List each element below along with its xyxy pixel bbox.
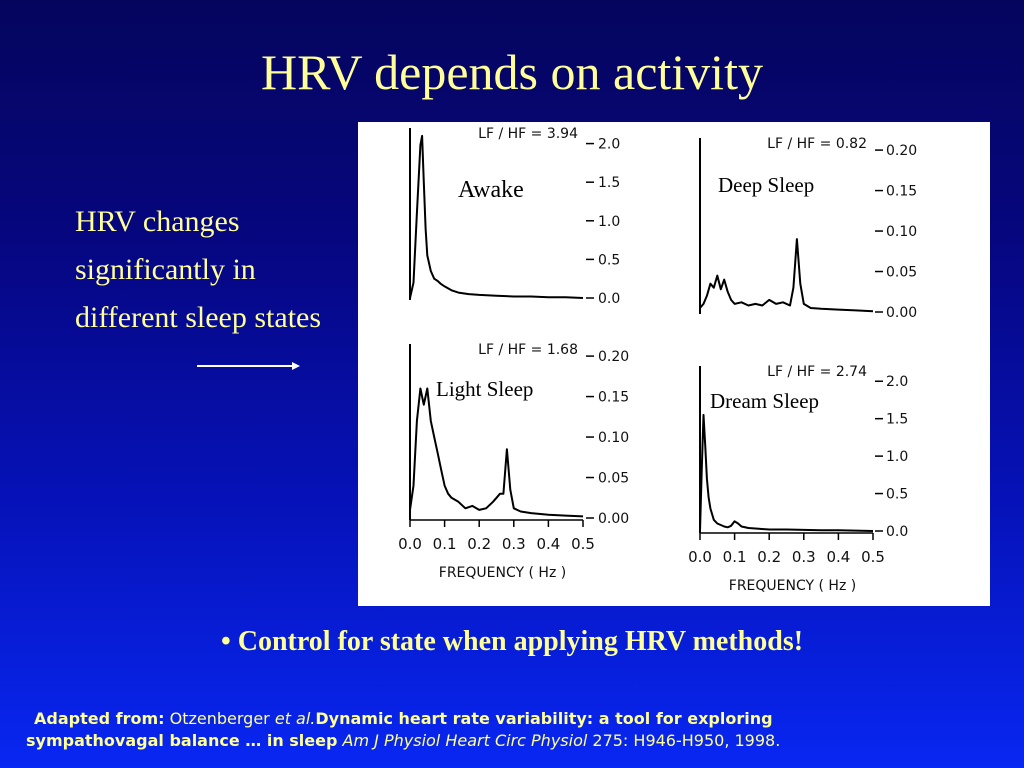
y-tick-label: 0.00 xyxy=(886,305,917,321)
citation-et-al: et al. xyxy=(274,709,316,728)
spectrum-panel-2: 0.00 0.05 0.10 0.15 0.20 LF / HF = 0.82 Deep S… xyxy=(699,136,917,321)
citation: Adapted from: Otzenberger et al.Dynamic … xyxy=(26,708,994,752)
citation-label: Adapted from: xyxy=(34,709,165,728)
state-label: Awake xyxy=(458,177,524,203)
y-tick-label: 1.5 xyxy=(598,175,620,191)
state-label: Light Sleep xyxy=(436,377,533,401)
spectrum-panel-3: 0.00 0.05 0.10 0.15 0.20 LF / HF = 1.68 0.0 0.1… xyxy=(398,342,629,581)
y-tick-label: 1.5 xyxy=(886,412,908,428)
spectrum-line xyxy=(409,387,584,518)
slide-title: HRV depends on activity xyxy=(261,44,763,100)
citation-ref: 275: H946-H950, 1998. xyxy=(592,731,781,750)
x-tick-label: 0.1 xyxy=(433,535,457,553)
y-tick-label: 1.0 xyxy=(886,449,908,465)
y-tick-label: 2.0 xyxy=(886,374,908,390)
y-tick-label: 0.0 xyxy=(886,524,908,540)
right-arrow-icon xyxy=(197,359,301,373)
x-tick-label: 0.1 xyxy=(723,548,747,566)
x-tick-label: 0.3 xyxy=(792,548,816,566)
bullet-point: • Control for state when applying HRV me… xyxy=(220,626,804,657)
citation-title-part2: sympathovagal balance … in sleep xyxy=(26,731,338,750)
spectrum-line xyxy=(699,413,874,532)
y-tick-label: 0.00 xyxy=(598,511,629,527)
y-tick-label: 0.05 xyxy=(886,265,917,281)
citation-line-2: sympathovagal balance … in sleep Am J Ph… xyxy=(26,730,994,752)
x-tick-label: 0.0 xyxy=(688,548,712,566)
x-tick-label: 0.4 xyxy=(536,535,560,553)
y-tick-label: 0.0 xyxy=(598,291,620,307)
y-tick-label: 0.10 xyxy=(886,224,917,240)
state-label: Deep Sleep xyxy=(718,173,814,197)
x-tick-label: 0.2 xyxy=(757,548,781,566)
x-axis-label: FREQUENCY ( Hz ) xyxy=(439,565,566,581)
y-tick-label: 0.20 xyxy=(598,349,629,365)
lf-hf-label: LF / HF = 2.74 xyxy=(767,364,867,380)
lf-hf-label: LF / HF = 3.94 xyxy=(478,126,578,142)
x-tick-label: 0.0 xyxy=(398,535,422,553)
lf-hf-label: LF / HF = 0.82 xyxy=(767,136,867,152)
citation-journal: Am J Physiol Heart Circ Physiol xyxy=(342,731,588,750)
y-tick-label: 0.05 xyxy=(598,471,629,487)
y-tick-label: 0.20 xyxy=(886,143,917,159)
y-tick-label: 2.0 xyxy=(598,137,620,153)
y-tick-label: 0.10 xyxy=(598,430,629,446)
spectrum-panel-4: 0.00.51.01.52.0LF / HF = 2.740.0 0.1 0.2 0.… xyxy=(688,364,908,594)
x-tick-label: 0.4 xyxy=(826,548,850,566)
spectrum-panel-1: 0.0 0.5 1.0 1.5 2.0 LF / HF = 3.94 Awake xyxy=(409,126,620,307)
citation-author: Otzenberger xyxy=(169,709,270,728)
y-tick-label: 0.5 xyxy=(598,252,620,268)
spectrum-line xyxy=(699,238,874,313)
citation-title-part1: Dynamic heart rate variability: a tool f… xyxy=(315,709,773,728)
hrv-spectra-figure: 0.0 0.5 1.0 1.5 2.0 LF / HF = 3.94 Awake 0.00 0.… xyxy=(358,122,990,606)
y-tick-label: 0.5 xyxy=(886,487,908,503)
x-tick-label: 0.3 xyxy=(502,535,526,553)
x-tick-label: 0.5 xyxy=(861,548,885,566)
x-axis-label: FREQUENCY ( Hz ) xyxy=(729,578,856,594)
y-tick-label: 1.0 xyxy=(598,214,620,230)
y-tick-label: 0.15 xyxy=(886,184,917,200)
side-text: HRV changes significantly in different s… xyxy=(75,205,322,334)
citation-line-1: Adapted from: Otzenberger et al.Dynamic … xyxy=(34,708,994,730)
x-tick-label: 0.5 xyxy=(571,535,595,553)
lf-hf-label: LF / HF = 1.68 xyxy=(478,342,578,358)
y-tick-label: 0.15 xyxy=(598,390,629,406)
x-tick-label: 0.2 xyxy=(467,535,491,553)
state-label: Dream Sleep xyxy=(710,389,819,413)
spectrum-line xyxy=(409,134,584,299)
